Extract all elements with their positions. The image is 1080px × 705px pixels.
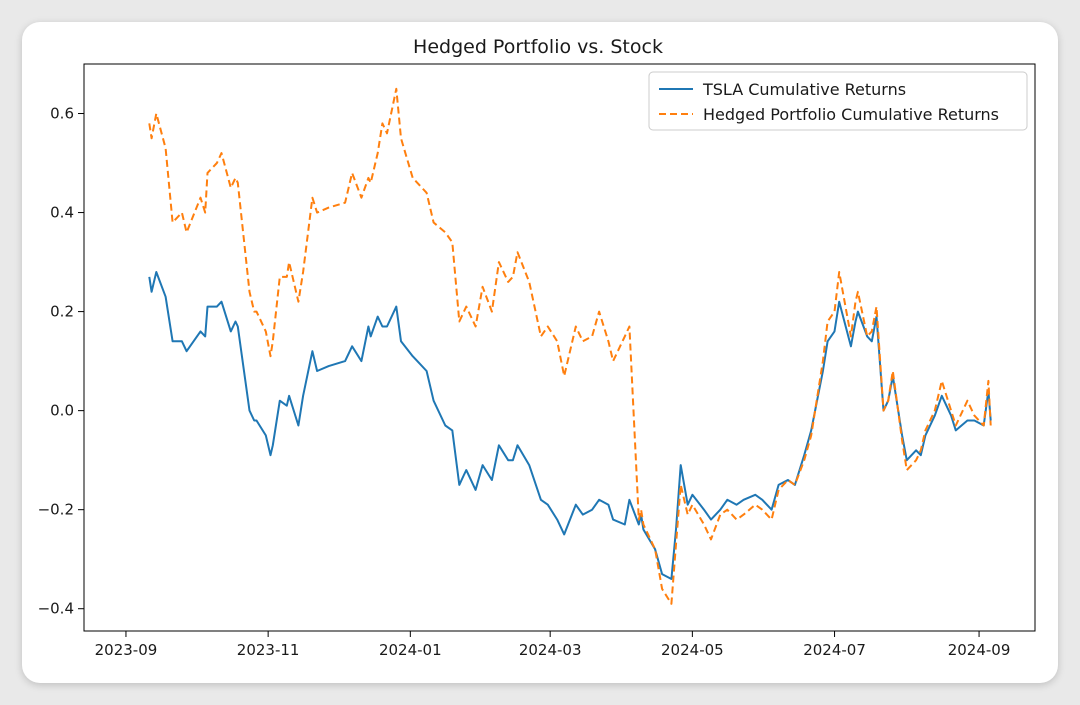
legend-label: Hedged Portfolio Cumulative Returns <box>703 105 999 124</box>
x-tick-label: 2024-03 <box>519 641 582 659</box>
series-group <box>148 87 992 605</box>
series-line-hedged <box>148 87 992 605</box>
legend: TSLA Cumulative Returns Hedged Portfolio … <box>648 71 1028 131</box>
y-tick-label: 0.2 <box>50 303 74 321</box>
x-tick-label: 2024-05 <box>661 641 724 659</box>
series-line-tsla <box>148 271 992 580</box>
legend-label: TSLA Cumulative Returns <box>702 80 906 99</box>
chart-card: Hedged Portfolio vs. Stock 2023-09 2023-1… <box>22 22 1058 683</box>
x-tick-label: 2024-01 <box>379 641 442 659</box>
x-tick-label: 2023-11 <box>237 641 300 659</box>
y-tick-label: 0.4 <box>50 204 74 222</box>
plot-frame <box>83 63 1036 632</box>
x-tick-label: 2024-07 <box>803 641 866 659</box>
x-tick-label: 2024-09 <box>948 641 1011 659</box>
y-tick-label: 0.0 <box>50 402 74 420</box>
y-tick-label: −0.2 <box>38 501 74 519</box>
x-tick-label: 2023-09 <box>95 641 158 659</box>
y-tick-label: −0.4 <box>38 600 74 618</box>
y-tick-label: 0.6 <box>50 105 74 123</box>
chart-svg: Hedged Portfolio vs. Stock 2023-09 2023-1… <box>38 36 1036 659</box>
chart-title: Hedged Portfolio vs. Stock <box>413 36 663 58</box>
legend-box <box>648 71 1028 131</box>
axes: 2023-09 2023-11 2024-01 2024-03 2024-05 2024-… <box>38 63 1036 659</box>
